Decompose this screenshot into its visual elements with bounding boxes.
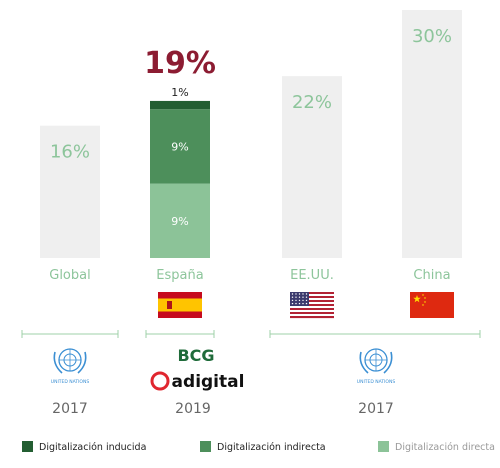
category-label-ee-uu: EE.UU.: [290, 268, 334, 283]
un-caption: UNITED NATIONS: [357, 379, 396, 385]
category-label-china: China: [413, 268, 450, 283]
segment-label-digitalizacion-indirecta: 9%: [171, 140, 188, 153]
bar-china: [402, 10, 462, 258]
un-emblem-icon: UNITED NATIONS: [357, 348, 396, 385]
source-bracket: [145, 330, 215, 338]
legend-swatch: [200, 441, 211, 452]
source-year: 2017: [52, 401, 88, 417]
un-emblem-icon: UNITED NATIONS: [51, 348, 90, 385]
source-year: 2019: [175, 401, 211, 417]
adigital-logo-text: adigital: [172, 372, 245, 392]
legend-label: Digitalización directa: [395, 442, 495, 453]
total-label-china: 30%: [412, 26, 452, 47]
legend-label: Digitalización indirecta: [217, 442, 326, 453]
bar-ee-uu: [282, 76, 342, 258]
segment-label-digitalizacion-directa: 9%: [171, 215, 188, 228]
bcg-logo-text: BCG: [177, 346, 214, 365]
adigital-logo: adigital: [150, 371, 245, 392]
china-flag-icon: [410, 292, 454, 318]
total-label-ee-uu: 22%: [292, 92, 332, 113]
source-year: 2017: [358, 401, 394, 417]
bars-layer: [40, 10, 462, 258]
source-bracket: [269, 330, 481, 338]
legend-swatch: [22, 441, 33, 452]
total-label-espana: 19%: [144, 46, 216, 81]
un-caption: UNITED NATIONS: [51, 379, 90, 385]
bcg-logo: BCG: [177, 346, 214, 365]
category-label-espana: España: [156, 268, 203, 283]
bar-segment-digitalizacion-indirecta: [150, 109, 210, 184]
spain-flag-icon: [158, 292, 202, 318]
legend-item-digitalizacion-directa: Digitalización directa: [378, 441, 495, 453]
source-bracket: [21, 330, 119, 338]
flags-layer: [158, 292, 454, 319]
sources-layer: UNITED NATIONS UNITED NATIONS BCG adigital 2…: [21, 330, 481, 417]
total-label-global: 16%: [50, 142, 90, 163]
bar-segment-digitalizacion-inducida: [150, 100, 210, 110]
legend-item-digitalizacion-inducida: Digitalización inducida: [22, 441, 146, 453]
category-label-global: Global: [49, 268, 90, 283]
legend-swatch: [378, 441, 389, 452]
labels-layer: 16% Global 9% 9% 1% 19% España 22% EE.UU. 30% Chin…: [49, 26, 452, 283]
bar-global: [40, 125, 100, 258]
legend-layer: Digitalización inducida Digitalización in…: [22, 441, 495, 453]
legend-label: Digitalización inducida: [39, 442, 146, 453]
usa-flag-icon: [290, 292, 334, 319]
bar-segment-digitalizacion-directa: [150, 183, 210, 258]
legend-item-digitalizacion-indirecta: Digitalización indirecta: [200, 441, 326, 453]
segment-label-digitalizacion-inducida: 1%: [171, 86, 188, 99]
